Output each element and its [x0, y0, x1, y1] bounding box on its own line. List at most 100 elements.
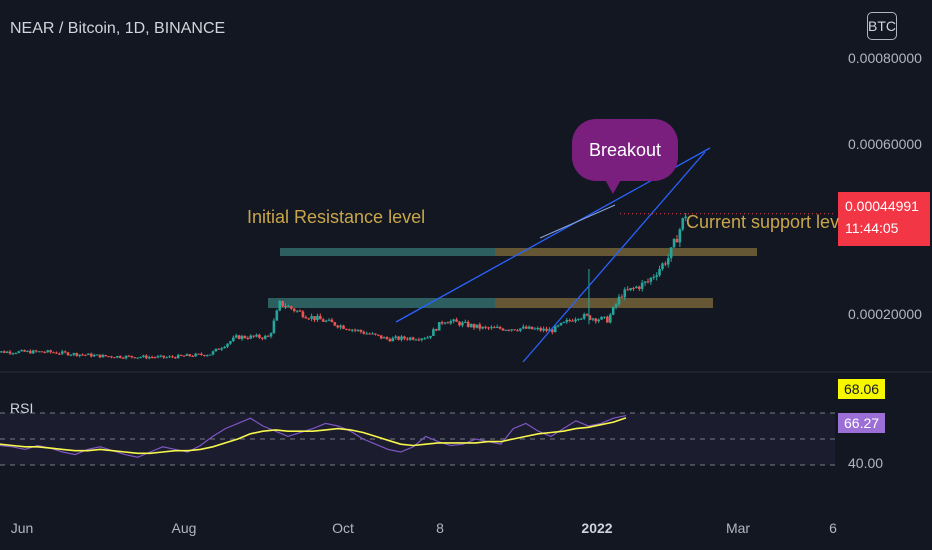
candle-body [246, 338, 250, 340]
inner-trendline [539, 204, 616, 239]
candle-body [240, 335, 244, 339]
candle-body [478, 324, 482, 329]
candle-body [287, 306, 290, 308]
candle-body [116, 355, 119, 358]
candle-body [237, 335, 241, 339]
candle-body [417, 339, 421, 341]
candle-body [646, 281, 650, 283]
candle-body [455, 319, 458, 322]
candle-body [278, 300, 282, 311]
candle-body [510, 329, 513, 331]
candle-body [475, 324, 479, 328]
candle-body [266, 335, 270, 337]
candle-body [162, 355, 166, 358]
candle-body [435, 329, 438, 331]
candle-body [124, 355, 128, 359]
candle-body [11, 353, 15, 355]
candle-body [49, 350, 52, 353]
candle-body [429, 335, 432, 338]
candle-body [385, 337, 389, 340]
candle-body [414, 339, 418, 341]
candle-body [23, 350, 26, 352]
current-price-value: 0.00044991 [845, 198, 919, 214]
candle-body [446, 322, 450, 324]
price-tick-0.00080000: 0.00080000 [848, 50, 922, 66]
candle-body [669, 247, 673, 259]
candle-body [629, 287, 632, 291]
candle-body [156, 356, 160, 358]
candle-body [495, 326, 499, 328]
candle-body [339, 325, 342, 328]
candle-body [304, 317, 308, 319]
candle-body [640, 282, 644, 289]
candle-body [562, 321, 566, 323]
candle-body [539, 328, 542, 331]
candle-body [55, 352, 58, 354]
candle-body [608, 314, 612, 323]
candle-body [463, 321, 467, 323]
candle-body [588, 315, 592, 320]
candle-body [46, 350, 50, 353]
candle-body [359, 329, 363, 332]
rsi-label: RSI [10, 400, 34, 416]
candle-body [524, 326, 528, 329]
candle-body [333, 322, 337, 326]
candle-body [43, 352, 47, 354]
rsi-band [0, 413, 835, 465]
candle-body [466, 321, 470, 327]
candle-body [597, 319, 600, 322]
candle-body [545, 328, 548, 331]
candle-body [179, 354, 183, 356]
candle-body [666, 258, 670, 265]
candle-body [664, 263, 667, 265]
candle-body [72, 353, 76, 355]
candle-body [635, 286, 638, 289]
candle-body [620, 296, 624, 298]
candle-body [579, 318, 583, 320]
candle-body [176, 354, 180, 359]
candle-body [365, 333, 369, 335]
candle-body [617, 296, 621, 305]
candle-body [0, 351, 3, 353]
candle-body [350, 329, 354, 331]
candle-body [87, 353, 90, 355]
candle-body [533, 328, 537, 330]
candle-body [591, 318, 595, 320]
time-tick-8: 8 [436, 520, 444, 536]
candle-body [481, 326, 484, 329]
initial-resistance-label: Initial Resistance level [247, 207, 426, 227]
candle-body [368, 333, 371, 335]
support-zone-upper [495, 248, 757, 256]
candle-body [548, 329, 551, 331]
candle-body [658, 269, 661, 276]
candle-body [118, 355, 122, 358]
candle-body [243, 335, 247, 339]
candle-body [565, 320, 569, 322]
candle-body [153, 357, 157, 359]
candle-body [319, 315, 322, 320]
candle-body [342, 325, 345, 329]
current-price-badge: 0.00044991 11:44:05 [838, 192, 930, 246]
candle-body [14, 353, 18, 355]
candle-body [234, 335, 238, 338]
currency-button[interactable]: BTC [867, 12, 897, 40]
candle-body [84, 354, 87, 356]
candle-body [643, 281, 647, 283]
candle-body [614, 304, 618, 307]
candle-body [394, 336, 398, 338]
candle-body [432, 329, 435, 336]
breakout-bubble: Breakout [572, 119, 678, 181]
candle-body [200, 353, 203, 355]
candle-body [623, 289, 627, 298]
price-tick-0.00020000: 0.00020000 [848, 306, 922, 322]
candle-body [5, 351, 9, 353]
candle-body [159, 355, 163, 357]
candle-body [330, 319, 334, 323]
support-zone-lower [495, 298, 713, 308]
candle-body [58, 353, 61, 355]
candle-body [95, 354, 99, 356]
candle-body [20, 350, 23, 352]
candle-body [626, 289, 629, 291]
candle-body [191, 355, 195, 357]
